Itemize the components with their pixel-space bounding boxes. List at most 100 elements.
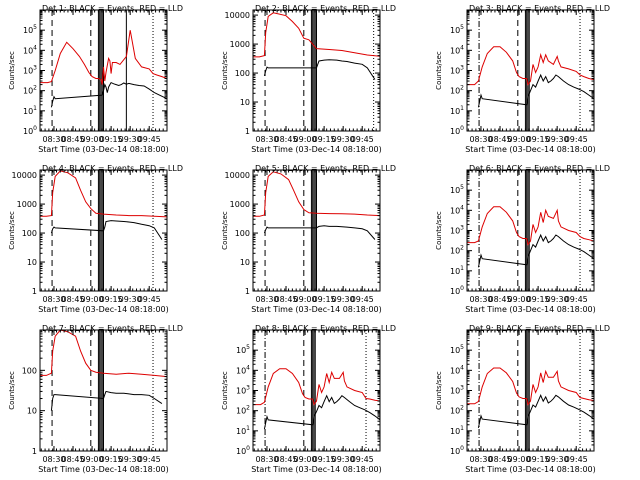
x-tick-label: 09:00	[508, 295, 531, 304]
series-line-black-events	[263, 225, 376, 240]
x-tick-label: 09:00	[508, 455, 531, 464]
x-tick-label: 09:30	[546, 135, 569, 144]
y-tick-label: 100	[236, 445, 250, 456]
chart-panel-9: 10010110210310410508:3008:4509:0009:1509…	[435, 324, 610, 474]
y-tick-label: 100	[235, 229, 250, 238]
x-tick-label: 08:30	[255, 295, 278, 304]
chart-title: Det 6: BLACK = Events, RED = LLD	[469, 164, 610, 173]
y-axis-label: Counts/sec	[8, 51, 16, 90]
series-line-black-events	[477, 233, 594, 268]
x-tick-label: 09:30	[332, 135, 355, 144]
y-tick-label: 101	[450, 105, 464, 116]
plot-frame	[466, 329, 595, 452]
x-tick-label: 09:45	[565, 135, 588, 144]
x-axis-label: Start Time (03-Dec-14 08:18:00)	[38, 305, 169, 314]
event-markers	[51, 10, 154, 131]
chart-panel-2: 1 10 100 1000 10000 08:3008:4509:0009:1509:30…	[221, 4, 396, 154]
event-markers	[478, 170, 581, 291]
x-tick-label: 09:45	[138, 455, 161, 464]
y-tick-label: 102	[236, 405, 250, 416]
x-tick-label: 09:15	[100, 295, 123, 304]
x-tick-label: 09:30	[332, 295, 355, 304]
y-tick-label: 10000	[225, 11, 250, 20]
y-tick-label: 10000	[225, 171, 250, 180]
y-tick-label: 103	[450, 385, 464, 396]
x-tick-label: 08:45	[274, 295, 297, 304]
y-tick-label: 104	[450, 204, 464, 215]
plot-frame	[466, 169, 595, 292]
event-markers	[51, 330, 154, 451]
x-tick-label: 08:30	[255, 455, 278, 464]
y-tick-label: 1	[32, 287, 37, 296]
x-tick-label: 09:30	[546, 295, 569, 304]
y-tick-label: 102	[450, 245, 464, 256]
x-tick-label: 09:45	[351, 455, 374, 464]
chart-title: Det 5: BLACK = Events, RED = LLD	[255, 164, 396, 173]
x-tick-label: 09:00	[81, 455, 104, 464]
series-line-black-events	[477, 73, 594, 108]
x-tick-label: 08:30	[42, 455, 65, 464]
series-line-red-lld	[467, 206, 594, 246]
plot-frame	[252, 169, 381, 292]
chart-title: Det 8: BLACK = Events, RED = LLD	[255, 324, 396, 333]
x-tick-label: 08:45	[274, 135, 297, 144]
series-line-black-events	[50, 220, 163, 240]
y-tick-label: 101	[236, 425, 250, 436]
y-axis-label: Counts/sec	[221, 371, 229, 410]
y-tick-label: 1	[245, 127, 250, 136]
x-tick-label: 09:00	[294, 455, 317, 464]
y-tick-label: 1	[32, 447, 37, 456]
x-axis-label: Start Time (03-Dec-14 08:18:00)	[251, 305, 382, 314]
x-tick-label: 08:30	[469, 455, 492, 464]
x-tick-label: 09:45	[351, 135, 374, 144]
chart-title: Det 1: BLACK = Events, RED = LLD	[42, 4, 183, 13]
event-markers	[478, 330, 581, 451]
y-axis-label: Counts/sec	[8, 371, 16, 410]
series-line-black-events	[477, 394, 594, 429]
series-line-red-lld	[253, 368, 380, 406]
series-line-red-lld	[253, 171, 380, 217]
x-tick-label: 09:45	[138, 295, 161, 304]
y-tick-label: 102	[450, 85, 464, 96]
x-tick-label: 09:30	[119, 455, 142, 464]
y-axis-label: Counts/sec	[435, 211, 443, 250]
y-tick-label: 105	[450, 184, 464, 195]
y-tick-label: 104	[23, 44, 37, 55]
series-line-red-lld	[40, 330, 167, 378]
plot-frame	[252, 9, 381, 132]
x-tick-label: 09:45	[138, 135, 161, 144]
x-axis-label: Start Time (03-Dec-14 08:18:00)	[251, 465, 382, 474]
x-tick-label: 09:15	[313, 135, 336, 144]
y-tick-label: 102	[23, 85, 37, 96]
plot-frame	[252, 329, 381, 452]
x-tick-label: 09:45	[565, 295, 588, 304]
y-tick-label: 100	[22, 229, 37, 238]
y-tick-label: 100	[22, 366, 37, 375]
x-tick-label: 09:15	[527, 295, 550, 304]
y-tick-label: 100	[450, 445, 464, 456]
chart-panel-1: 10010110210310410508:3008:4509:0009:1509…	[8, 4, 183, 154]
y-tick-label: 101	[23, 105, 37, 116]
x-tick-label: 08:30	[42, 135, 65, 144]
chart-panel-4: 1 10 100 1000 10000 08:3008:4509:0009:1509:30…	[8, 164, 183, 314]
y-tick-label: 105	[450, 24, 464, 35]
y-tick-label: 105	[236, 344, 250, 355]
series-line-red-lld	[40, 30, 167, 85]
chart-title: Det 7: BLACK = Events, RED = LLD	[42, 324, 183, 333]
x-tick-label: 09:00	[294, 135, 317, 144]
y-tick-label: 1	[245, 287, 250, 296]
series-line-black-events	[50, 81, 167, 108]
y-tick-label: 105	[450, 344, 464, 355]
y-axis-label: Counts/sec	[435, 371, 443, 410]
chart-title: Det 4: BLACK = Events, RED = LLD	[42, 164, 183, 173]
y-tick-label: 104	[236, 364, 250, 375]
x-tick-label: 09:15	[527, 135, 550, 144]
x-axis-label: Start Time (03-Dec-14 08:18:00)	[465, 305, 596, 314]
x-tick-label: 09:45	[565, 455, 588, 464]
y-tick-label: 10	[27, 407, 37, 416]
x-tick-label: 09:15	[100, 455, 123, 464]
event-markers	[478, 10, 581, 131]
y-axis-label: Counts/sec	[221, 211, 229, 250]
